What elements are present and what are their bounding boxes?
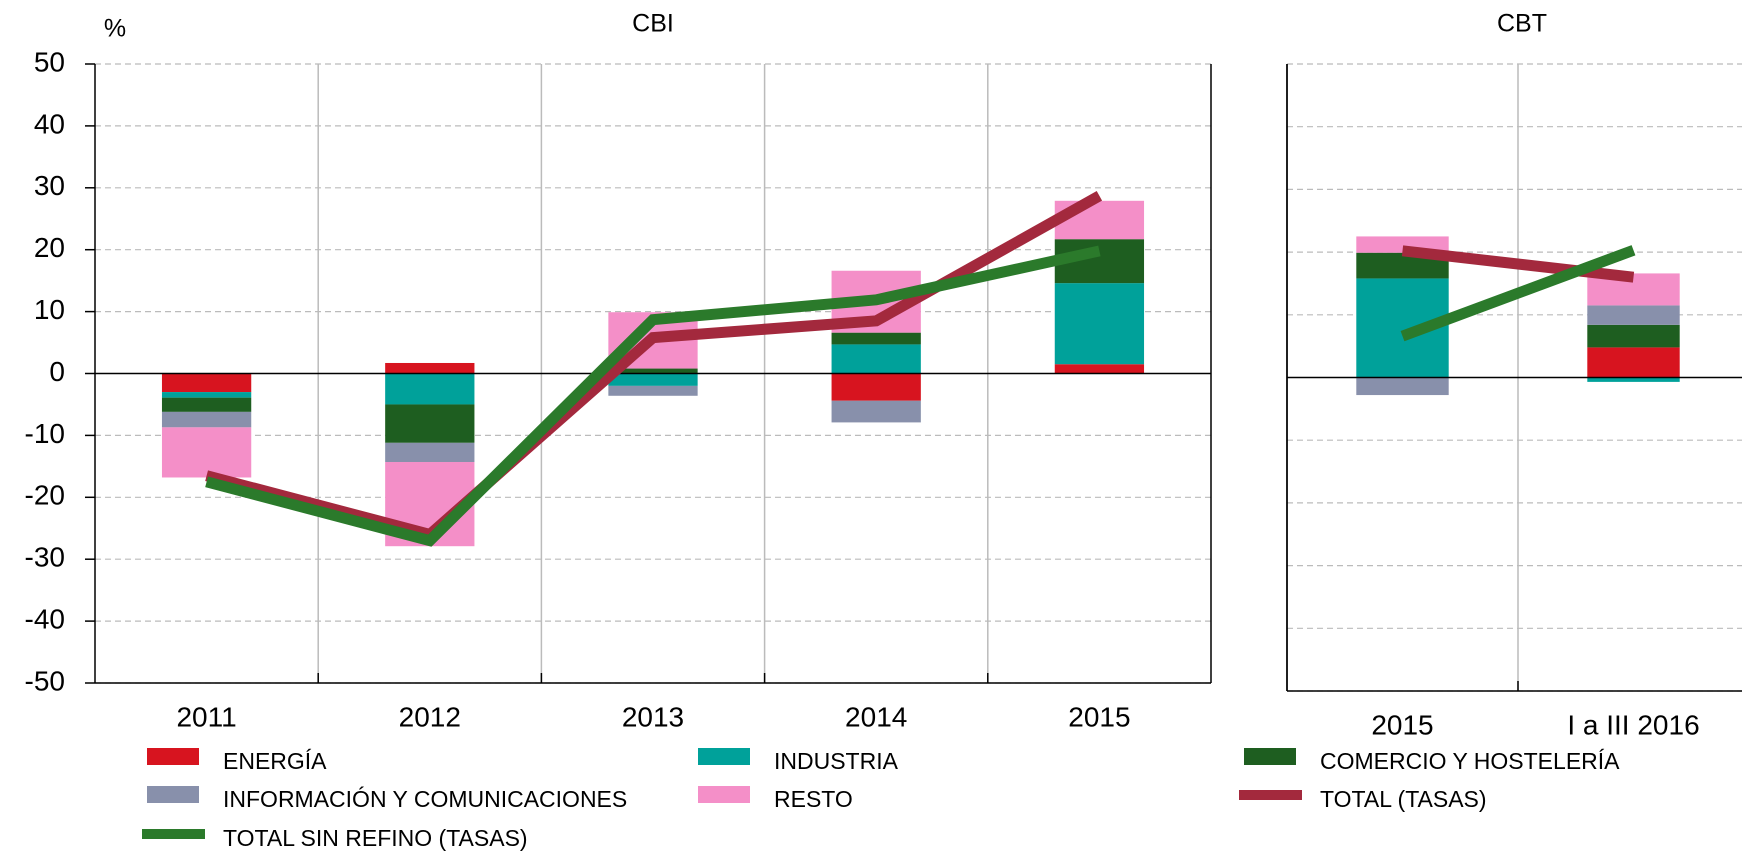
line-series: [1401, 245, 1635, 283]
bar-segment: [1587, 324, 1680, 348]
x-tick-label: I a III 2016: [1567, 709, 1699, 740]
y-axis-label: %: [104, 15, 126, 43]
legend-label: TOTAL SIN REFINO (TASAS): [223, 825, 528, 851]
legend-label: INFORMACIÓN Y COMUNICACIONES: [223, 786, 627, 812]
x-tick-label: 2013: [622, 701, 684, 732]
bar-segment: [608, 368, 698, 374]
y-tick-label: -40: [25, 603, 65, 634]
legend-swatch: [147, 748, 199, 765]
line-series: [205, 245, 1101, 547]
bar-segment: [1587, 305, 1680, 325]
legend-swatch: [698, 786, 750, 803]
chart-title: CBI: [632, 10, 674, 38]
bar-segment: [1356, 377, 1449, 396]
legend-label: RESTO: [774, 786, 853, 812]
bar-segment: [608, 373, 698, 386]
chart-title: CBT: [1497, 10, 1547, 38]
bar-segment: [161, 427, 252, 478]
bar-segment: [1054, 364, 1145, 374]
bar-segment: [1054, 200, 1145, 240]
bar-segment: [385, 442, 475, 463]
y-tick-label: -20: [25, 480, 65, 511]
bar-segment: [161, 373, 252, 393]
legend-label: COMERCIO Y HOSTELERÍA: [1320, 748, 1620, 774]
bar-segment: [608, 385, 698, 396]
x-tick-label: 2015: [1068, 701, 1130, 732]
bar-segment: [1587, 377, 1680, 382]
bar-segment: [831, 332, 921, 345]
legend-swatch: [1244, 748, 1296, 765]
y-tick-label: 40: [34, 108, 65, 139]
y-tick-label: -50: [25, 665, 65, 696]
bar-segment: [385, 362, 475, 374]
x-tick-label: 2011: [176, 701, 236, 732]
bar-segment: [831, 373, 921, 401]
bar-segment: [385, 404, 475, 443]
legend-swatch: [698, 748, 750, 765]
bar-segment: [161, 411, 252, 428]
legend-swatch: [147, 786, 199, 803]
bar-segment: [161, 392, 252, 398]
bar-segment: [1587, 347, 1680, 378]
y-tick-label: 50: [34, 46, 65, 77]
y-tick-label: 0: [49, 356, 65, 387]
legend-label: INDUSTRIA: [774, 748, 899, 774]
bar-segment: [161, 397, 252, 412]
bar-segment: [385, 373, 475, 405]
y-tick-label: 10: [34, 294, 65, 325]
x-tick-label: 2014: [845, 701, 907, 732]
bar-segment: [831, 400, 921, 423]
bar-segment: [1054, 283, 1145, 365]
bar-segment: [831, 344, 921, 374]
y-tick-label: 20: [34, 232, 65, 263]
x-tick-label: 2015: [1371, 709, 1433, 740]
legend-label: ENERGÍA: [223, 748, 327, 774]
y-tick-label: -10: [25, 418, 65, 449]
line-series: [1400, 245, 1636, 342]
y-tick-label: -30: [25, 542, 65, 573]
x-tick-label: 2012: [399, 701, 461, 732]
legend-label: TOTAL (TASAS): [1320, 786, 1487, 812]
y-tick-label: 30: [34, 170, 65, 201]
